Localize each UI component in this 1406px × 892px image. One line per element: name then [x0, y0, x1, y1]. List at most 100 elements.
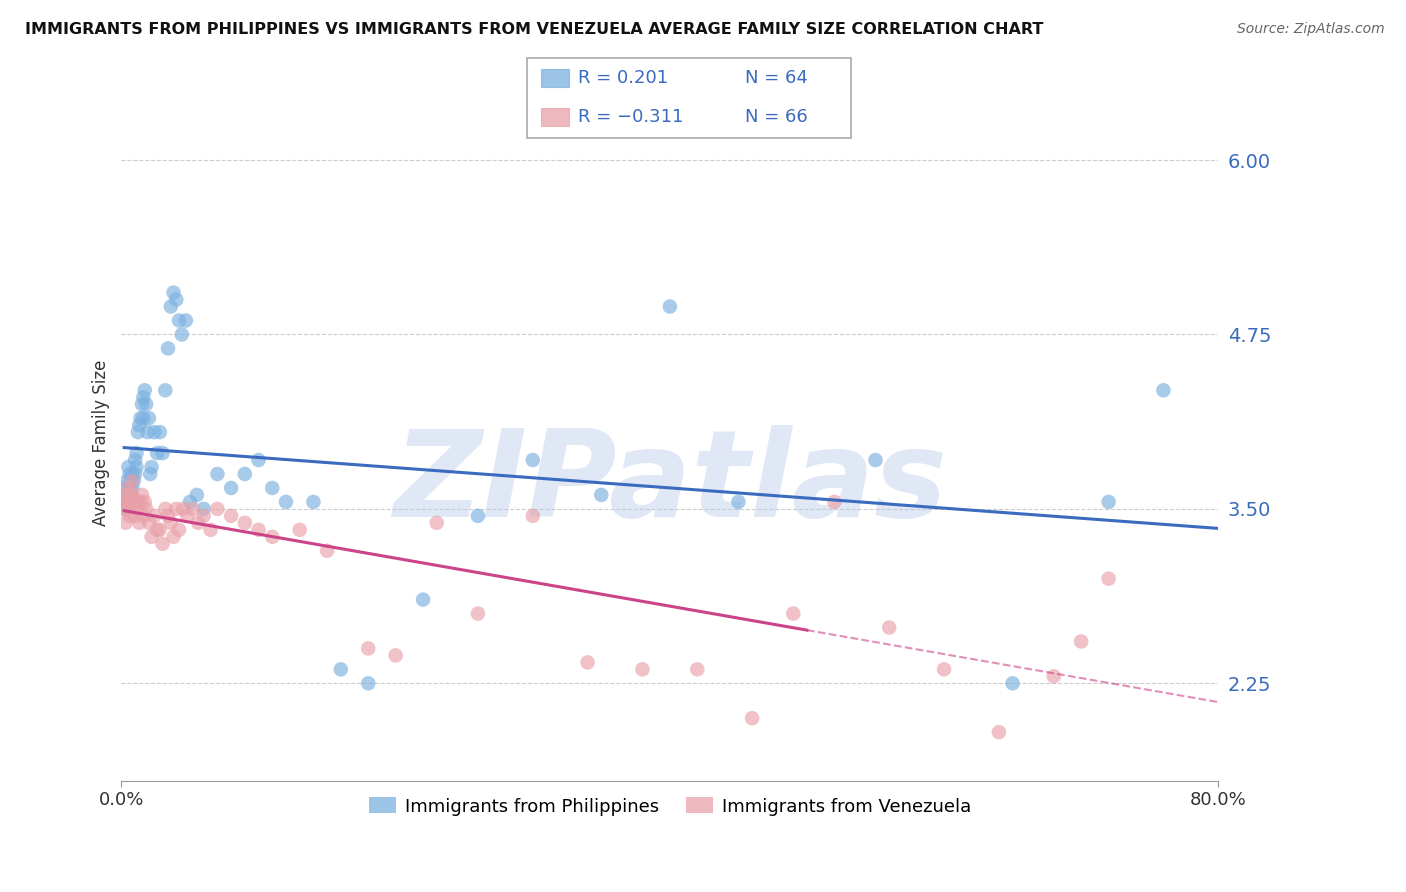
Point [124, 508, 146, 523]
Point [143, 508, 166, 523]
Point [157, 342, 180, 356]
Point [115, 495, 138, 509]
Point [686, 662, 709, 676]
Point [159, 300, 181, 314]
Point [288, 523, 311, 537]
Point [172, 501, 194, 516]
Point [141, 530, 163, 544]
Point [152, 446, 174, 460]
Point [157, 508, 180, 523]
Point [165, 501, 187, 516]
Point [1042, 669, 1064, 683]
Point [219, 508, 242, 523]
Point [186, 488, 208, 502]
Point [118, 495, 141, 509]
Point [412, 592, 434, 607]
Point [149, 523, 172, 537]
Point [467, 607, 489, 621]
Point [1001, 676, 1024, 690]
Point [124, 467, 146, 481]
Point [149, 425, 172, 439]
Point [138, 516, 160, 530]
Point [115, 488, 138, 502]
Point [174, 313, 197, 327]
Point [125, 446, 148, 460]
Point [124, 495, 146, 509]
Point [146, 446, 169, 460]
Point [200, 523, 222, 537]
Point [316, 543, 339, 558]
Point [143, 425, 166, 439]
Text: IMMIGRANTS FROM PHILIPPINES VS IMMIGRANTS FROM VENEZUELA AVERAGE FAMILY SIZE COR: IMMIGRANTS FROM PHILIPPINES VS IMMIGRANT… [25, 22, 1043, 37]
Point [114, 516, 136, 530]
Point [121, 467, 143, 481]
Point [112, 501, 135, 516]
Point [124, 453, 146, 467]
Point [179, 495, 201, 509]
Point [782, 607, 804, 621]
Point [302, 495, 325, 509]
Point [132, 390, 155, 404]
Point [193, 501, 215, 516]
Point [120, 474, 142, 488]
Point [120, 488, 142, 502]
Point [118, 508, 141, 523]
Point [877, 620, 900, 634]
Point [155, 384, 177, 398]
Point [167, 523, 190, 537]
Point [128, 516, 150, 530]
Point [131, 488, 153, 502]
Point [631, 662, 654, 676]
Point [159, 516, 181, 530]
Point [127, 425, 149, 439]
Point [329, 662, 352, 676]
Point [120, 495, 142, 509]
Point [262, 530, 284, 544]
Point [146, 523, 169, 537]
Point [741, 711, 763, 725]
Point [1070, 634, 1092, 648]
Point [121, 481, 143, 495]
Text: N = 66: N = 66 [745, 108, 808, 126]
Point [219, 481, 242, 495]
Point [134, 495, 156, 509]
Point [112, 495, 135, 509]
Point [247, 523, 270, 537]
Point [141, 460, 163, 475]
Point [426, 516, 449, 530]
Point [207, 467, 229, 481]
Point [117, 460, 139, 475]
Point [193, 508, 215, 523]
Point [115, 474, 138, 488]
Point [233, 516, 256, 530]
Point [1097, 495, 1119, 509]
Y-axis label: Average Family Size: Average Family Size [93, 359, 110, 525]
Point [658, 300, 681, 314]
Point [129, 495, 152, 509]
Point [139, 467, 162, 481]
Point [207, 501, 229, 516]
Point [129, 411, 152, 425]
Text: R = −0.311: R = −0.311 [578, 108, 683, 126]
Text: ZIPatlas: ZIPatlas [392, 425, 946, 541]
Point [357, 676, 380, 690]
Point [865, 453, 887, 467]
Point [136, 425, 159, 439]
Point [262, 481, 284, 495]
Point [162, 285, 184, 300]
Point [114, 495, 136, 509]
Point [155, 501, 177, 516]
Point [121, 474, 143, 488]
Point [122, 495, 145, 509]
Point [932, 662, 955, 676]
Point [727, 495, 749, 509]
Point [135, 397, 157, 411]
Point [118, 467, 141, 481]
Point [384, 648, 406, 663]
Point [247, 453, 270, 467]
Legend: Immigrants from Philippines, Immigrants from Venezuela: Immigrants from Philippines, Immigrants … [361, 790, 979, 822]
Point [467, 508, 489, 523]
Point [132, 411, 155, 425]
Point [125, 460, 148, 475]
Point [135, 501, 157, 516]
